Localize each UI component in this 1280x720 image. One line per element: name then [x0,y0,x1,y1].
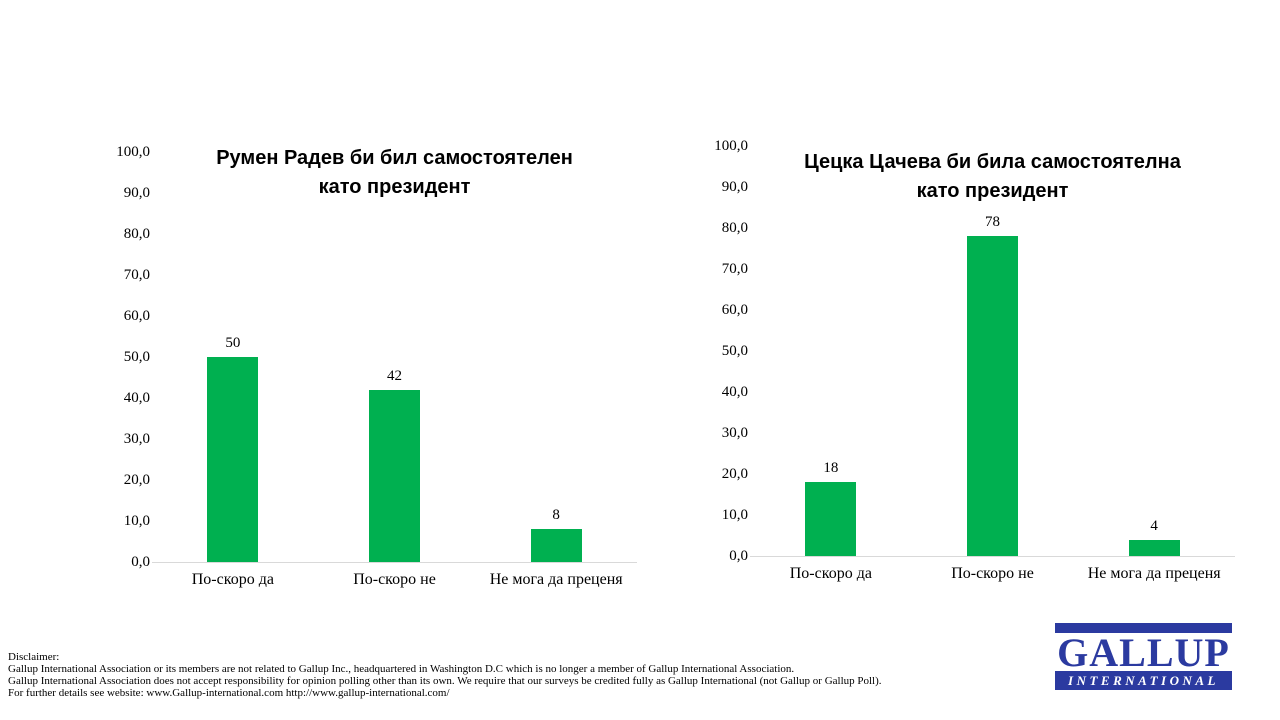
y-axis: 100,0 90,0 80,0 70,0 60,0 50,0 40,0 30,0 20,0 10,… [698,138,748,564]
y-axis-tick-label: 10,0 [123,513,150,529]
bar-value-label: 18 [823,460,839,477]
y-axis-tick-label: 10,0 [721,507,748,523]
logo-top-bar [1055,623,1232,633]
y-axis-tick-label: 90,0 [123,185,150,201]
y-axis-tick-label: 100,0 [116,144,150,160]
chart-title-line: като президент [916,180,1069,202]
y-axis-tick-label: 0,0 [131,554,150,570]
y-axis-tick-label: 60,0 [123,308,150,324]
y-axis-tick-label: 0,0 [729,548,748,564]
bar [1128,539,1180,556]
bar [805,482,857,556]
bar-value-label: 78 [985,214,1000,231]
disclaimer-line: For further details see website: www.Gal… [8,687,450,699]
bar-value-label: 42 [387,367,402,384]
logo-gallup-text: GALLUP [1057,630,1230,675]
bar-value-label: 50 [225,335,241,351]
chart-title-line: Румен Радев би бил самостоятелен [216,147,573,169]
gallup-international-logo: GALLUP INTERNATIONAL [1055,623,1232,690]
category-label: По-скоро да [789,565,872,582]
disclaimer: Disclaimer: Gallup International Associa… [8,651,882,699]
y-axis-tick-label: 80,0 [123,226,150,242]
y-axis-tick-label: 50,0 [721,343,748,359]
chart-title: Румен Радев би бил самостоятелен като пре… [152,144,637,202]
logo-international-text: INTERNATIONAL [1055,671,1232,690]
y-axis-tick-label: 50,0 [123,349,150,365]
y-axis-tick-label: 40,0 [721,384,748,400]
chart-tsacheva: Цецка Цачева би била самостоятелна като п… [698,138,1235,606]
y-axis-tick-label: 60,0 [721,302,748,318]
category-label: Не мога да преценя [1087,565,1221,582]
y-axis-tick-label: 30,0 [721,425,748,441]
disclaimer-line: Gallup International Association does no… [8,675,882,687]
bar [530,529,582,562]
y-axis-tick-label: 100,0 [714,138,748,154]
y-axis-tick-label: 40,0 [123,390,150,406]
y-axis-tick-label: 30,0 [123,431,150,447]
disclaimer-line: Gallup International Association or its … [8,663,795,675]
category-label: По-скоро да [191,571,274,588]
bar [967,236,1018,556]
disclaimer-heading: Disclaimer: [8,651,60,663]
bar [369,389,420,562]
category-label: По-скоро не [353,571,436,588]
category-label: Не мога да преценя [489,571,623,588]
chart-radev: Румен Радев би бил самостоятелен като пре… [100,144,637,612]
plot-area: 18 По-скоро да 78 По-скоро не 4 Не мога да пр… [750,146,1235,582]
category-label: По-скоро не [951,565,1034,582]
plot-area: 50 По-скоро да 42 По-скоро не 8 Не мога да пр… [152,152,637,588]
bar-value-label: 4 [1150,517,1158,534]
y-axis-tick-label: 70,0 [721,261,748,277]
y-axis-tick-label: 20,0 [721,466,748,482]
y-axis-tick-label: 20,0 [123,472,150,488]
bar [207,357,259,562]
y-axis-tick-label: 80,0 [721,220,748,236]
y-axis-tick-label: 70,0 [123,267,150,283]
bar-value-label: 8 [552,507,560,524]
y-axis-tick-label: 90,0 [721,179,748,195]
y-axis: 100,0 90,0 80,0 70,0 60,0 50,0 40,0 30,0 20,0 10,… [100,144,150,570]
chart-title-line: като президент [318,176,471,198]
chart-title-line: Цецка Цачева би била самостоятелна [804,151,1181,173]
chart-title: Цецка Цачева би била самостоятелна като п… [750,148,1235,206]
